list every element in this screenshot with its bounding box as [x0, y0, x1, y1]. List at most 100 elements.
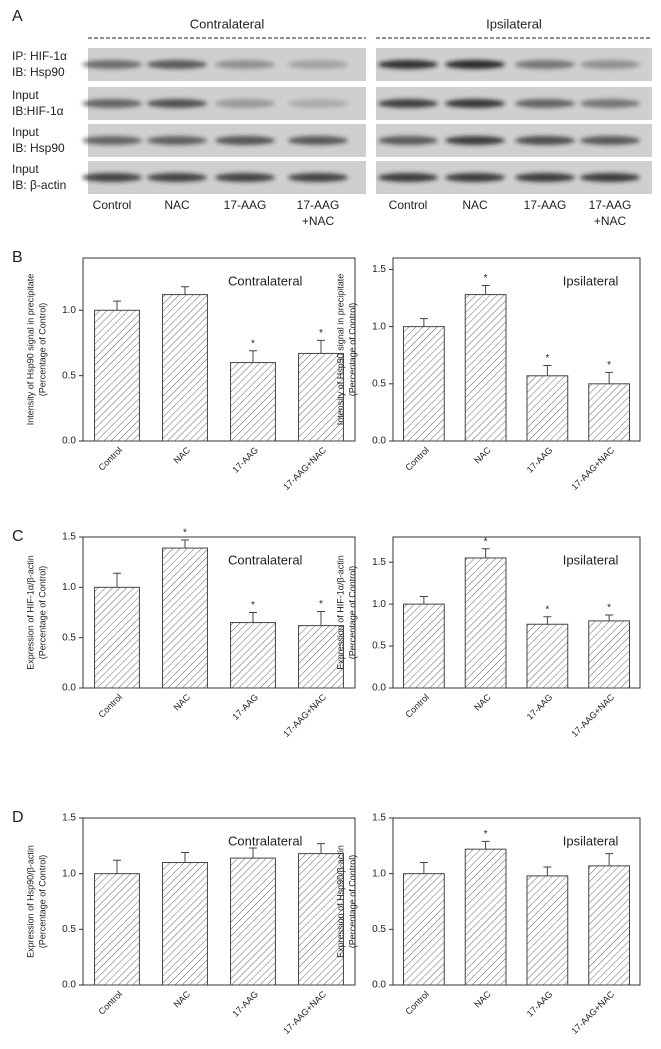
chart-title: Contralateral: [228, 833, 303, 848]
y-tick-label: 1.5: [372, 557, 386, 568]
error-bar: [543, 866, 552, 876]
y-tick-label: 0.0: [62, 980, 76, 991]
x-tick-label: NAC: [172, 445, 193, 466]
blot-band: [288, 173, 348, 182]
bar: [526, 375, 569, 442]
error-bar: [605, 614, 614, 621]
plot-frame: [82, 817, 356, 986]
y-tick-label: 0.5: [62, 924, 76, 935]
chart-title: Ipsilateral: [563, 833, 619, 848]
bar: [94, 309, 140, 442]
x-tick-label: 17-AAG+NAC: [281, 445, 328, 492]
bar: [526, 875, 569, 986]
row-label: Input: [12, 125, 39, 139]
blot-band: [378, 99, 438, 108]
lane-label: 17-AAG: [524, 198, 567, 212]
blot-band: [515, 99, 575, 108]
x-tick-label: 17-AAG: [230, 692, 260, 722]
row-label: IB: Hsp90: [12, 141, 65, 155]
error-bar: [317, 843, 325, 854]
y-tick-label: 1.5: [62, 813, 76, 824]
group-title: Contralateral: [190, 16, 265, 31]
blot-band: [378, 136, 438, 145]
y-axis-label: (Percentage of Control): [347, 566, 357, 660]
error-bar: [419, 862, 428, 874]
blot-band: [215, 136, 275, 145]
y-axis-label: Intensity of Hsp90 signal in precipitate: [25, 274, 35, 426]
blot-band: [515, 173, 575, 182]
significance-mark: *: [183, 528, 187, 539]
bar: [464, 294, 507, 442]
chart-title: Ipsilateral: [563, 552, 619, 567]
blot-band: [147, 99, 207, 108]
bar: [230, 857, 276, 986]
error-bar: [419, 596, 428, 605]
blot-band: [147, 173, 207, 182]
plot-frame: [82, 257, 356, 442]
plot-frame: [392, 817, 641, 986]
x-tick-label: Control: [403, 445, 431, 473]
bar: [464, 557, 507, 689]
blot-band: [147, 60, 207, 69]
y-tick-label: 1.0: [62, 868, 76, 879]
lane-label: Control: [93, 198, 132, 212]
x-tick-label: NAC: [172, 989, 193, 1010]
x-tick-label: 17-AAG+NAC: [569, 445, 616, 492]
x-tick-label: Control: [403, 692, 431, 720]
x-tick-label: Control: [97, 445, 125, 473]
bar: [464, 848, 507, 986]
error-bar: [249, 612, 257, 623]
bar: [298, 625, 344, 689]
blot-band: [288, 99, 348, 108]
y-axis-label: Expression of Hsp90/β-actin: [25, 845, 35, 958]
blot-band: [82, 136, 142, 145]
y-axis-label: Expression of HIF-1α/β-actin: [335, 555, 345, 669]
plot-frame: [392, 257, 641, 442]
significance-mark: *: [484, 829, 488, 840]
error-bar: [181, 286, 189, 295]
blot-band: [82, 99, 142, 108]
lane-label: +NAC: [594, 214, 627, 228]
lane-label: +NAC: [302, 214, 335, 228]
significance-mark: *: [484, 536, 488, 547]
blot-band: [580, 136, 640, 145]
error-bar: [317, 610, 325, 626]
y-axis-label: Expression of Hsp90/β-actin: [335, 845, 345, 958]
significance-mark: *: [607, 603, 611, 614]
row-label: IB:HIF-1α: [12, 104, 64, 118]
bar: [298, 853, 344, 986]
blot-band: [445, 99, 505, 108]
y-tick-label: 0.0: [62, 436, 76, 447]
y-tick-label: 0.0: [372, 436, 386, 447]
blot-band: [445, 136, 505, 145]
x-tick-label: 17-AAG+NAC: [281, 692, 328, 739]
error-bar: [481, 548, 490, 558]
bar: [588, 865, 631, 986]
blot-band: [515, 136, 575, 145]
y-tick-label: 1.0: [62, 582, 76, 593]
x-tick-label: 17-AAG+NAC: [569, 989, 616, 1036]
blot-band: [378, 60, 438, 69]
row-label: Input: [12, 88, 39, 102]
x-tick-label: Control: [97, 989, 125, 1017]
y-axis-label: Intensity of Hsp90 signal in precipitate: [335, 274, 345, 426]
x-tick-label: NAC: [472, 445, 493, 466]
y-tick-label: 0.0: [62, 683, 76, 694]
error-bar: [181, 539, 189, 549]
row-label: IB: β-actin: [12, 178, 66, 192]
x-tick-label: NAC: [172, 692, 193, 713]
row-label: Input: [12, 162, 39, 176]
blot-band: [580, 60, 640, 69]
row-label: IB: Hsp90: [12, 65, 65, 79]
x-tick-label: 17-AAG: [525, 989, 555, 1019]
error-bar: [481, 840, 490, 850]
significance-mark: *: [319, 599, 323, 610]
y-tick-label: 1.0: [372, 868, 386, 879]
bar: [94, 586, 140, 689]
blot-band: [445, 60, 505, 69]
blot-band: [215, 173, 275, 182]
y-tick-label: 0.0: [372, 683, 386, 694]
y-axis-label: (Percentage of Control): [347, 303, 357, 397]
plot-frame: [82, 536, 356, 689]
bar: [298, 352, 344, 442]
